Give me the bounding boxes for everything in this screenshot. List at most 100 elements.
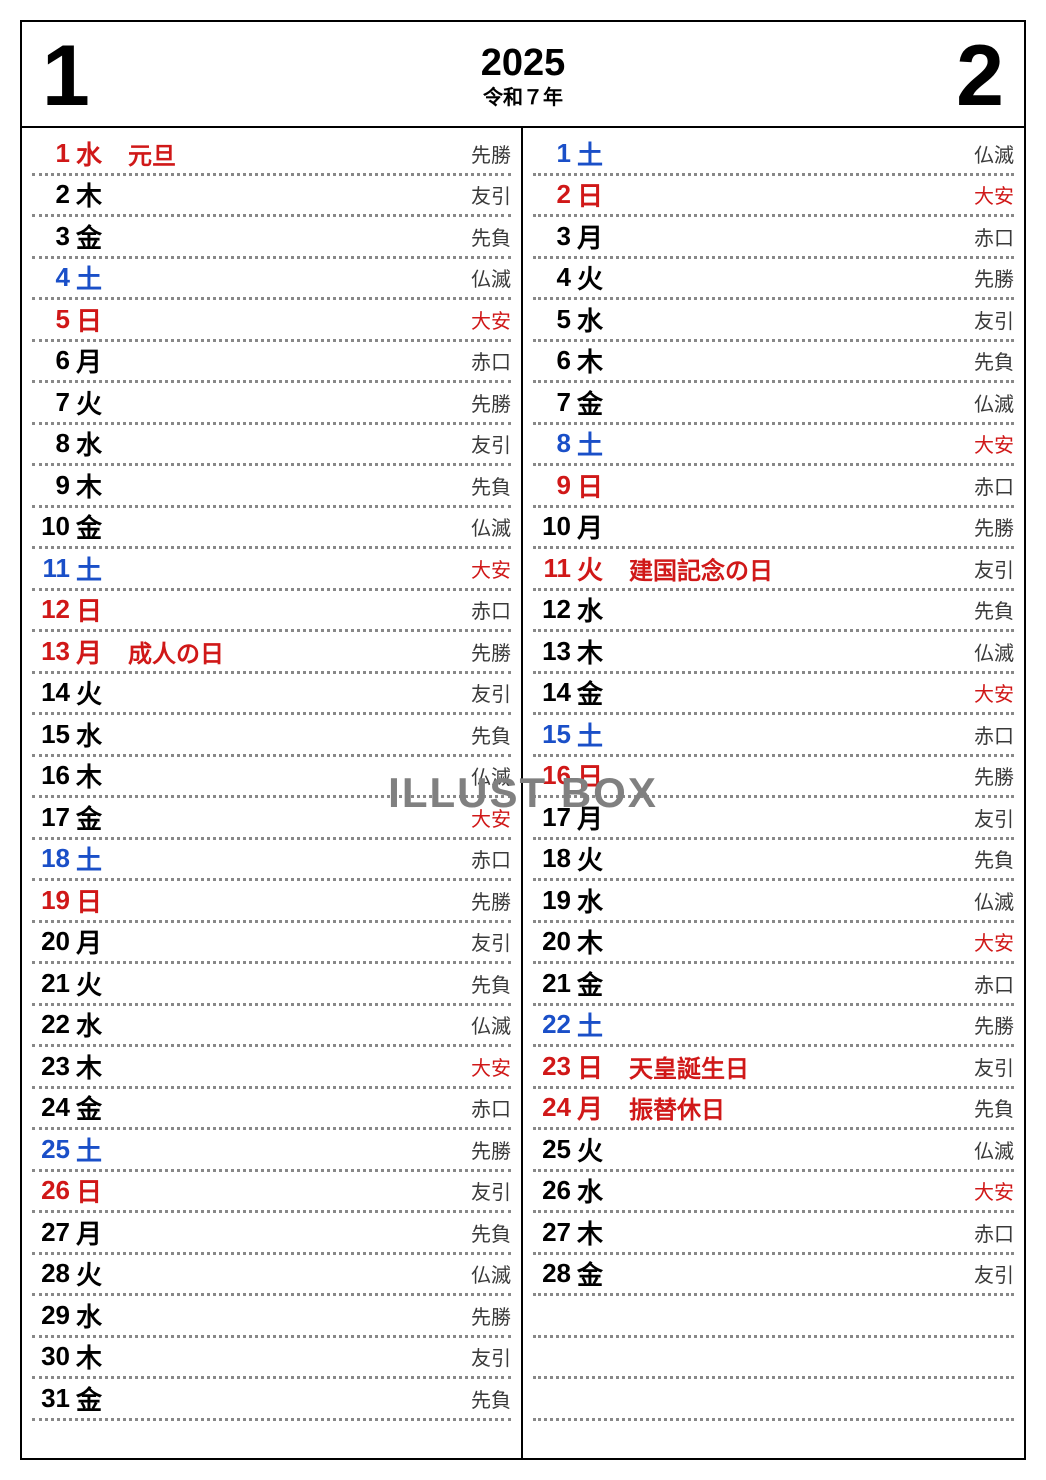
day-number: 22	[32, 1009, 76, 1040]
rokuyo-label: 先負	[453, 471, 511, 500]
day-of-week: 木	[577, 633, 621, 670]
rokuyo-label: 赤口	[453, 595, 511, 624]
day-of-week: 木	[76, 176, 120, 213]
day-of-week: 土	[577, 1006, 621, 1043]
calendar-row: 5日大安	[32, 300, 511, 342]
rokuyo-label: 先負	[956, 595, 1014, 624]
rokuyo-label: 先勝	[453, 1301, 511, 1330]
day-number: 13	[32, 636, 76, 667]
calendar-row: 29水先勝	[32, 1296, 511, 1338]
day-number: 7	[533, 387, 577, 418]
day-of-week: 土	[577, 716, 621, 753]
day-number: 3	[533, 221, 577, 252]
day-number: 10	[32, 511, 76, 542]
day-of-week: 土	[577, 425, 621, 462]
calendar-row: 21火先負	[32, 964, 511, 1006]
rokuyo-label: 先勝	[956, 512, 1014, 541]
calendar-row: 7金仏滅	[533, 383, 1014, 425]
day-number: 9	[32, 470, 76, 501]
day-of-week: 日	[577, 1048, 621, 1085]
rokuyo-label: 仏滅	[453, 1259, 511, 1288]
day-of-week: 金	[76, 1380, 120, 1417]
day-number: 25	[32, 1134, 76, 1165]
rokuyo-label: 先勝	[453, 637, 511, 666]
rokuyo-label: 大安	[956, 429, 1014, 458]
right-month-number: 2	[956, 33, 1004, 119]
day-of-week: 木	[76, 467, 120, 504]
calendar-row: 6木先負	[533, 342, 1014, 384]
rokuyo-label: 赤口	[956, 969, 1014, 998]
rokuyo-label: 赤口	[956, 222, 1014, 251]
day-number: 17	[533, 802, 577, 833]
rokuyo-label: 大安	[453, 305, 511, 334]
day-of-week: 金	[76, 1089, 120, 1126]
calendar-row	[533, 1296, 1014, 1338]
rokuyo-label: 大安	[956, 678, 1014, 707]
day-number: 2	[32, 179, 76, 210]
calendar-row: 15土赤口	[533, 715, 1014, 757]
day-number: 23	[533, 1051, 577, 1082]
day-number: 8	[533, 428, 577, 459]
rokuyo-label: 赤口	[956, 720, 1014, 749]
day-number: 12	[533, 594, 577, 625]
calendar-row: 8土 大安	[533, 425, 1014, 467]
day-number: 1	[533, 138, 577, 169]
day-of-week: 日	[577, 467, 621, 504]
calendar-row: 27木赤口	[533, 1213, 1014, 1255]
calendar-row: 13月成人の日先勝	[32, 632, 511, 674]
calendar-row: 23木大安	[32, 1047, 511, 1089]
day-number: 6	[533, 345, 577, 376]
day-of-week: 火	[577, 840, 621, 877]
day-number: 25	[533, 1134, 577, 1165]
day-of-week: 月	[76, 633, 120, 670]
day-number: 23	[32, 1051, 76, 1082]
calendar-container: 1 2025 令和７年 2 1水元旦先勝2木友引3金先負4土仏滅5日大安6月赤口…	[20, 20, 1026, 1460]
rokuyo-label: 友引	[453, 678, 511, 707]
era-label: 令和７年	[481, 87, 566, 109]
calendar-row	[533, 1338, 1014, 1380]
holiday-name: 建国記念の日	[621, 551, 956, 586]
day-of-week: 火	[76, 384, 120, 421]
rokuyo-label: 先勝	[956, 761, 1014, 790]
day-of-week: 水	[577, 1172, 621, 1209]
calendar-row: 19水仏滅	[533, 881, 1014, 923]
holiday-name: 元旦	[120, 136, 453, 171]
day-number: 20	[533, 926, 577, 957]
rokuyo-label: 先負	[453, 969, 511, 998]
calendar-row: 15水先負	[32, 715, 511, 757]
rokuyo-label: 仏滅	[956, 886, 1014, 915]
calendar-row: 24月振替休日先負	[533, 1089, 1014, 1131]
calendar-row: 3金先負	[32, 217, 511, 259]
day-number: 20	[32, 926, 76, 957]
calendar-row: 4土仏滅	[32, 259, 511, 301]
day-of-week: 土	[76, 840, 120, 877]
calendar-row: 28火仏滅	[32, 1255, 511, 1297]
rokuyo-label: 先負	[956, 1093, 1014, 1122]
rokuyo-label: 友引	[956, 554, 1014, 583]
calendar-row: 2日大安	[533, 176, 1014, 218]
day-of-week: 日	[76, 1172, 120, 1209]
day-number: 12	[32, 594, 76, 625]
rokuyo-label: 大安	[956, 1176, 1014, 1205]
header-center: 2025 令和７年	[481, 43, 566, 109]
calendar-row: 14火友引	[32, 674, 511, 716]
calendar-row: 10月先勝	[533, 508, 1014, 550]
calendar-row: 30木友引	[32, 1338, 511, 1380]
day-of-week: 水	[76, 716, 120, 753]
rokuyo-label: 友引	[453, 1342, 511, 1371]
day-of-week: 水	[76, 1297, 120, 1334]
day-number: 9	[533, 470, 577, 501]
day-number: 13	[533, 636, 577, 667]
day-number: 26	[32, 1175, 76, 1206]
day-number: 11	[533, 553, 577, 584]
calendar-row: 1水元旦先勝	[32, 134, 511, 176]
day-of-week: 火	[577, 550, 621, 587]
calendar-row: 20木大安	[533, 923, 1014, 965]
day-of-week: 土	[76, 259, 120, 296]
rokuyo-label: 赤口	[453, 346, 511, 375]
day-of-week: 土	[76, 1131, 120, 1168]
calendar-row: 6月赤口	[32, 342, 511, 384]
rokuyo-label: 先負	[453, 222, 511, 251]
day-number: 18	[32, 843, 76, 874]
holiday-name: 天皇誕生日	[621, 1049, 956, 1084]
